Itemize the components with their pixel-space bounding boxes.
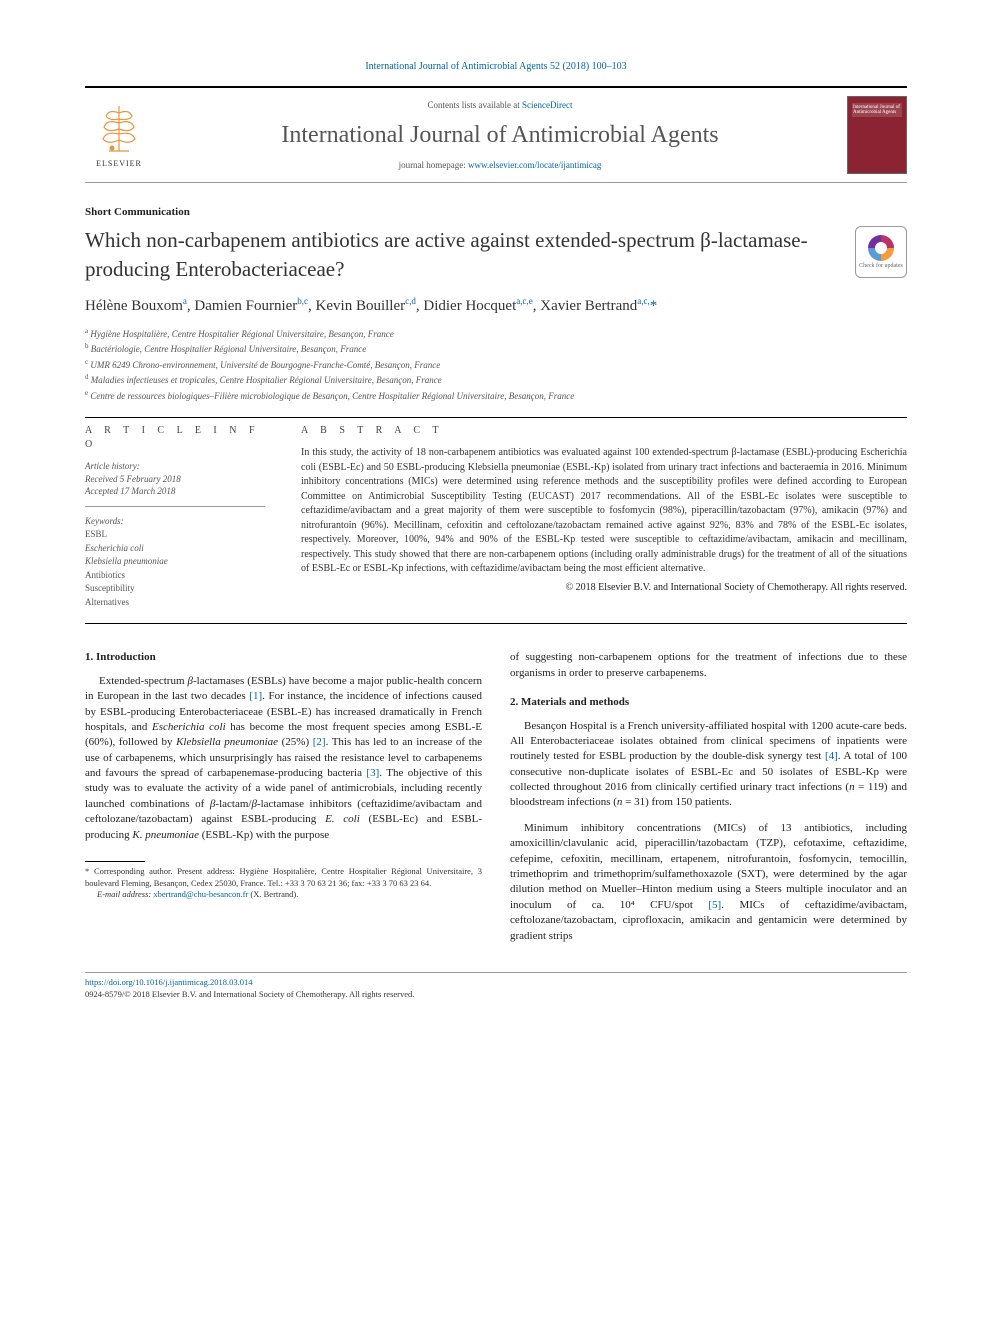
page: International Journal of Antimicrobial A… (0, 0, 992, 1041)
info-abstract-row: A R T I C L E I N F O Article history: R… (85, 424, 907, 609)
doi-link[interactable]: https://doi.org/10.1016/j.ijantimicag.20… (85, 977, 252, 987)
article-type: Short Communication (85, 205, 907, 220)
email-author-name: (X. Bertrand). (248, 889, 298, 899)
journal-homepage: journal homepage: www.elsevier.com/locat… (165, 159, 835, 172)
body-col-left: 1. Introduction Extended-spectrum β-lact… (85, 650, 482, 954)
title-row: Which non-carbapenem antibiotics are act… (85, 226, 907, 283)
footnote-divider (85, 861, 145, 862)
journal-cover-thumb[interactable]: International Journal of Antimicrobial A… (847, 96, 907, 174)
homepage-prefix: journal homepage: (399, 160, 468, 170)
page-footer: https://doi.org/10.1016/j.ijantimicag.20… (85, 972, 907, 1001)
contents-available: Contents lists available at ScienceDirec… (165, 99, 835, 112)
masthead: ELSEVIER Contents lists available at Sci… (85, 86, 907, 183)
copyright-line: © 2018 Elsevier B.V. and International S… (301, 581, 907, 595)
intro-continuation: of suggesting non-carbapenem options for… (510, 650, 907, 681)
author-list: Hélène Bouxoma, Damien Fournierb,c, Kevi… (85, 295, 907, 318)
citation-line: International Journal of Antimicrobial A… (85, 60, 907, 74)
body-columns: 1. Introduction Extended-spectrum β-lact… (85, 650, 907, 954)
article-info-block: A R T I C L E I N F O Article history: R… (85, 424, 265, 609)
methods-paragraph-2: Minimum inhibitory concentrations (MICs)… (510, 821, 907, 944)
footnote-text: * Corresponding author. Present address:… (85, 866, 482, 887)
crossmark-icon (868, 235, 894, 261)
divider (85, 623, 907, 624)
history-received: Received 5 February 2018 (85, 474, 181, 484)
cover-thumb-text: International Journal of Antimicrobial A… (853, 105, 901, 115)
elsevier-tree-icon (94, 101, 144, 156)
publisher-logo[interactable]: ELSEVIER (85, 98, 153, 173)
divider (85, 417, 907, 418)
article-info-heading: A R T I C L E I N F O (85, 424, 265, 452)
history-accepted: Accepted 17 March 2018 (85, 486, 175, 496)
contents-prefix: Contents lists available at (428, 100, 522, 110)
homepage-link[interactable]: www.elsevier.com/locate/ijantimicag (468, 160, 601, 170)
section-heading-intro: 1. Introduction (85, 650, 482, 665)
intro-paragraph: Extended-spectrum β-lactamases (ESBLs) h… (85, 674, 482, 843)
history-label: Article history: (85, 461, 140, 471)
sciencedirect-link[interactable]: ScienceDirect (522, 100, 572, 110)
check-updates-label: Check for updates (859, 263, 903, 269)
section-heading-methods: 2. Materials and methods (510, 695, 907, 710)
abstract-text: In this study, the activity of 18 non-ca… (301, 446, 907, 577)
abstract-block: A B S T R A C T In this study, the activ… (301, 424, 907, 609)
corresponding-footnote: * Corresponding author. Present address:… (85, 866, 482, 900)
abstract-heading: A B S T R A C T (301, 424, 907, 438)
issn-copyright: 0924-8579/© 2018 Elsevier B.V. and Inter… (85, 989, 414, 999)
article-history: Article history: Received 5 February 201… (85, 460, 265, 507)
masthead-center: Contents lists available at ScienceDirec… (165, 99, 835, 172)
citation-link[interactable]: International Journal of Antimicrobial A… (365, 61, 626, 72)
methods-paragraph-1: Besançon Hospital is a French university… (510, 719, 907, 811)
body-col-right: of suggesting non-carbapenem options for… (510, 650, 907, 954)
journal-name: International Journal of Antimicrobial A… (165, 119, 835, 153)
corresponding-email-link[interactable]: xbertrand@chu-besancon.fr (153, 889, 248, 899)
publisher-name: ELSEVIER (96, 158, 142, 169)
check-updates-button[interactable]: Check for updates (855, 226, 907, 278)
article-title: Which non-carbapenem antibiotics are act… (85, 226, 835, 283)
affiliation-list: a Hygiène Hospitalière, Centre Hospitali… (85, 326, 907, 404)
keywords-block: Keywords:ESBLEscherichia coliKlebsiella … (85, 515, 265, 610)
email-label: E-mail address: (97, 889, 151, 899)
